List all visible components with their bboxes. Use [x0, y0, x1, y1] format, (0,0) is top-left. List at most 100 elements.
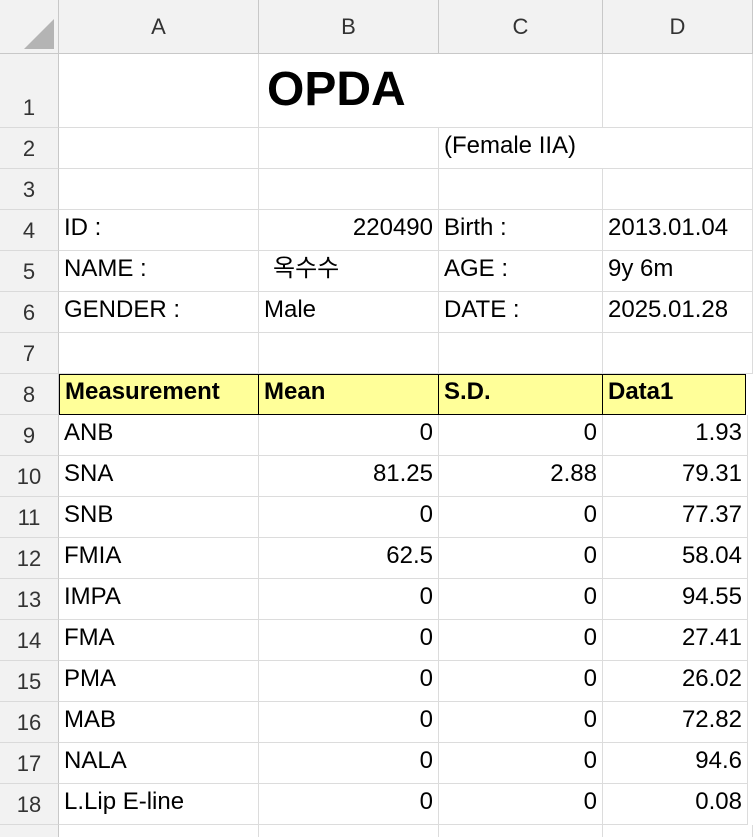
cell-data1[interactable]: 1.93 — [603, 415, 748, 456]
cell-data1[interactable]: 58.04 — [603, 538, 748, 579]
birth-label[interactable]: Birth : — [439, 210, 603, 251]
cell-b3[interactable] — [259, 169, 439, 210]
cell-data1[interactable]: 94.6 — [603, 743, 748, 784]
cell-sd[interactable]: 0 — [439, 620, 603, 661]
cell-measurement[interactable]: L.Lip E-line — [59, 784, 259, 825]
gender-value[interactable]: Male — [259, 292, 439, 333]
cell-measurement[interactable]: FMA — [59, 620, 259, 661]
row-header-9[interactable]: 9 — [0, 415, 59, 456]
header-mean[interactable]: Mean — [258, 374, 439, 415]
row-header-14[interactable]: 14 — [0, 620, 59, 661]
id-label[interactable]: ID : — [59, 210, 259, 251]
cell-mean[interactable]: 0 — [259, 702, 439, 743]
cell-a2[interactable] — [59, 128, 259, 169]
cell-d1[interactable] — [603, 54, 753, 128]
cell-c7[interactable] — [439, 333, 603, 374]
cell-mean[interactable]: 62.5 — [259, 538, 439, 579]
row-header-5[interactable]: 5 — [0, 251, 59, 292]
row-header-15[interactable]: 15 — [0, 661, 59, 702]
column-header-d[interactable]: D — [603, 0, 753, 54]
cell-c3[interactable] — [439, 169, 603, 210]
row-header-17[interactable]: 17 — [0, 743, 59, 784]
cell-a7[interactable] — [59, 333, 259, 374]
cell-sd[interactable]: 0 — [439, 702, 603, 743]
row-header-18[interactable]: 18 — [0, 784, 59, 825]
cell-sd[interactable]: 2.88 — [439, 456, 603, 497]
header-data1[interactable]: Data1 — [602, 374, 746, 415]
row-header-19[interactable] — [0, 825, 59, 837]
cell-c19[interactable] — [439, 825, 603, 837]
cell-mean[interactable]: 81.25 — [259, 456, 439, 497]
cell-measurement[interactable]: IMPA — [59, 579, 259, 620]
row-header-10[interactable]: 10 — [0, 456, 59, 497]
cell-measurement[interactable]: MAB — [59, 702, 259, 743]
age-label[interactable]: AGE : — [439, 251, 603, 292]
row-header-3[interactable]: 3 — [0, 169, 59, 210]
cell-b2[interactable] — [259, 128, 439, 169]
cell-a1[interactable] — [59, 54, 259, 128]
row-header-11[interactable]: 11 — [0, 497, 59, 538]
select-all-corner[interactable] — [0, 0, 59, 54]
cell-sd[interactable]: 0 — [439, 579, 603, 620]
gender-label[interactable]: GENDER : — [59, 292, 259, 333]
cell-data1[interactable]: 72.82 — [603, 702, 748, 743]
cell-data1[interactable]: 27.41 — [603, 620, 748, 661]
row-header-7[interactable]: 7 — [0, 333, 59, 374]
cell-sd[interactable]: 0 — [439, 784, 603, 825]
row-header-12[interactable]: 12 — [0, 538, 59, 579]
cell-measurement[interactable]: PMA — [59, 661, 259, 702]
cell-a19[interactable] — [59, 825, 259, 837]
row-header-6[interactable]: 6 — [0, 292, 59, 333]
column-header-c[interactable]: C — [439, 0, 603, 54]
birth-value[interactable]: 2013.01.04 — [603, 210, 753, 251]
cell-c1[interactable] — [439, 54, 603, 128]
cell-sd[interactable]: 0 — [439, 497, 603, 538]
row-header-13[interactable]: 13 — [0, 579, 59, 620]
cell-data1[interactable]: 94.55 — [603, 579, 748, 620]
cell-b19[interactable] — [259, 825, 439, 837]
cell-sd[interactable]: 0 — [439, 743, 603, 784]
row-header-2[interactable]: 2 — [0, 128, 59, 169]
row-header-1[interactable]: 1 — [0, 54, 59, 128]
cell-measurement[interactable]: ANB — [59, 415, 259, 456]
cell-mean[interactable]: 0 — [259, 497, 439, 538]
cell-d7[interactable] — [603, 333, 753, 374]
row-header-4[interactable]: 4 — [0, 210, 59, 251]
name-value[interactable]: 옥수수 — [259, 251, 439, 292]
row-header-8[interactable]: 8 — [0, 374, 59, 415]
column-header-b[interactable]: B — [259, 0, 439, 54]
age-value[interactable]: 9y 6m — [603, 251, 753, 292]
sheet-title[interactable]: OPDA — [259, 54, 439, 128]
cell-mean[interactable]: 0 — [259, 743, 439, 784]
header-measurement[interactable]: Measurement — [59, 374, 259, 415]
cell-sd[interactable]: 0 — [439, 538, 603, 579]
cell-sd[interactable]: 0 — [439, 415, 603, 456]
cell-d19[interactable] — [603, 825, 753, 837]
cell-d2[interactable] — [603, 128, 753, 169]
cell-mean[interactable]: 0 — [259, 415, 439, 456]
cell-sd[interactable]: 0 — [439, 661, 603, 702]
id-value[interactable]: 220490 — [259, 210, 439, 251]
cell-data1[interactable]: 77.37 — [603, 497, 748, 538]
sheet-subtitle[interactable]: (Female IIA) — [439, 128, 603, 169]
cell-b7[interactable] — [259, 333, 439, 374]
date-label[interactable]: DATE : — [439, 292, 603, 333]
cell-data1[interactable]: 79.31 — [603, 456, 748, 497]
cell-mean[interactable]: 0 — [259, 661, 439, 702]
cell-mean[interactable]: 0 — [259, 784, 439, 825]
cell-data1[interactable]: 0.08 — [603, 784, 748, 825]
column-header-a[interactable]: A — [59, 0, 259, 54]
row-header-16[interactable]: 16 — [0, 702, 59, 743]
name-label[interactable]: NAME : — [59, 251, 259, 292]
date-value[interactable]: 2025.01.28 — [603, 292, 753, 333]
header-sd[interactable]: S.D. — [438, 374, 603, 415]
cell-mean[interactable]: 0 — [259, 620, 439, 661]
cell-a3[interactable] — [59, 169, 259, 210]
cell-mean[interactable]: 0 — [259, 579, 439, 620]
cell-measurement[interactable]: NALA — [59, 743, 259, 784]
cell-measurement[interactable]: FMIA — [59, 538, 259, 579]
cell-d3[interactable] — [603, 169, 753, 210]
cell-measurement[interactable]: SNA — [59, 456, 259, 497]
cell-measurement[interactable]: SNB — [59, 497, 259, 538]
cell-data1[interactable]: 26.02 — [603, 661, 748, 702]
